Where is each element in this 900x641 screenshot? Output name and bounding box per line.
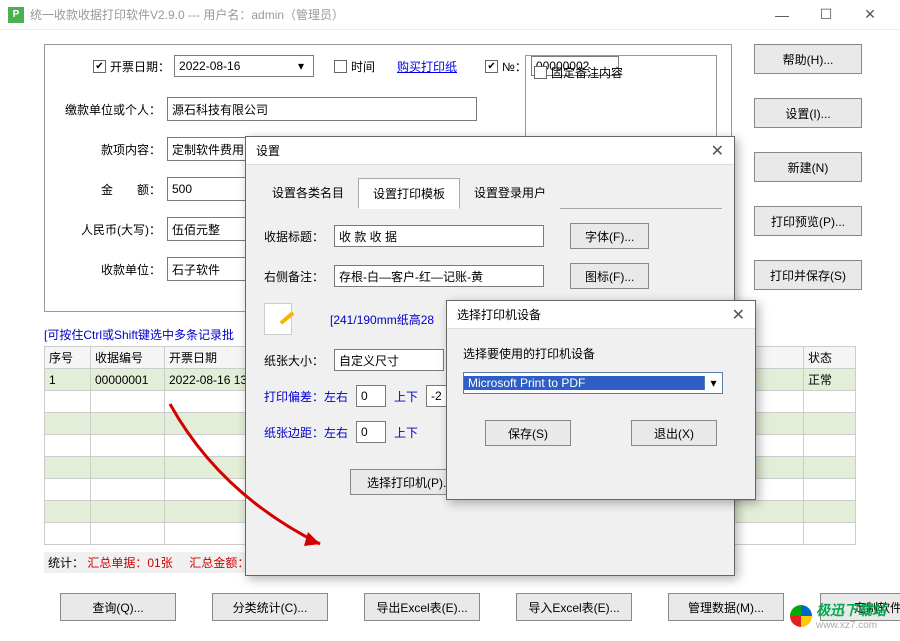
printer-close-button[interactable]: ✕ [732, 305, 745, 325]
time-checkbox[interactable] [334, 60, 347, 73]
col-status[interactable]: 状态 [804, 347, 856, 369]
col-rid[interactable]: 收据编号 [91, 347, 165, 369]
print-save-button[interactable]: 打印并保存(S) [754, 260, 862, 290]
invoice-date-checkbox[interactable]: ✔ [93, 60, 106, 73]
collector-label: 收款单位： [61, 261, 161, 278]
settings-button[interactable]: 设置(I)... [754, 98, 862, 128]
offset-lr-input[interactable]: 0 [356, 385, 386, 407]
side-panel: 帮助(H)... 设置(I)... 新建(N) 打印预览(P)... 打印并保存… [754, 44, 884, 314]
stats-label: 统计： [48, 556, 84, 570]
category-stats-button[interactable]: 分类统计(C)... [212, 593, 328, 621]
app-icon: P [8, 7, 24, 23]
item-value: 定制软件费用 [172, 141, 244, 158]
help-button[interactable]: 帮助(H)... [754, 44, 862, 74]
new-button[interactable]: 新建(N) [754, 152, 862, 182]
import-excel-button[interactable]: 导入Excel表(E)... [516, 593, 632, 621]
payer-value: 源石科技有限公司 [172, 101, 268, 118]
payer-input[interactable]: 源石科技有限公司 [167, 97, 477, 121]
tab-login-user[interactable]: 设置登录用户 [460, 178, 560, 209]
time-label: 时间 [351, 58, 375, 75]
invoice-date-label: 开票日期： [110, 58, 170, 75]
cell-rid: 00000001 [91, 369, 165, 391]
rmb-value: 伍佰元整 [172, 221, 220, 238]
settings-dialog-title: 设置 [256, 142, 280, 159]
amount-input[interactable]: 500 [167, 177, 247, 201]
printer-label: 选择要使用的打印机设备 [463, 345, 739, 362]
buy-paper-link[interactable]: 购买打印纸 [397, 58, 457, 75]
note-icon [264, 303, 292, 335]
cell-status: 正常 [804, 369, 856, 391]
amount-value: 500 [172, 182, 192, 196]
margin-lr-input[interactable]: 0 [356, 421, 386, 443]
watermark-url: www.xz7.com [816, 620, 886, 631]
paper-size-label: 纸张大小： [264, 352, 326, 369]
date-dropdown-icon[interactable]: ▾ [293, 59, 309, 73]
right-note-value: 存根-白—客户-红—记账-黄 [339, 268, 483, 285]
rmb-input[interactable]: 伍佰元整 [167, 217, 257, 241]
query-button[interactable]: 查询(Q)... [60, 593, 176, 621]
printer-save-button[interactable]: 保存(S) [485, 420, 571, 446]
combo-dropdown-icon[interactable]: ▾ [704, 376, 722, 390]
export-excel-button[interactable]: 导出Excel表(E)... [364, 593, 480, 621]
invoice-date-input[interactable]: 2022-08-16 ▾ [174, 55, 314, 77]
offset-ud-value: -2 [431, 389, 442, 403]
multi-select-hint: [可按住Ctrl或Shift键选中多条记录批 [44, 326, 234, 343]
print-preview-button[interactable]: 打印预览(P)... [754, 206, 862, 236]
printer-combobox[interactable]: Microsoft Print to PDF ▾ [463, 372, 723, 394]
right-note-input[interactable]: 存根-白—客户-红—记账-黄 [334, 265, 544, 287]
printer-exit-button[interactable]: 退出(X) [631, 420, 717, 446]
receipt-title-input[interactable]: 收 款 收 据 [334, 225, 544, 247]
settings-close-button[interactable]: ✕ [711, 141, 724, 161]
watermark: 极迅下载站 www.xz7.com [790, 600, 886, 631]
rmb-label: 人民币(大写)： [61, 221, 161, 238]
no-checkbox[interactable]: ✔ [485, 60, 498, 73]
no-label: №： [502, 58, 527, 75]
watermark-icon [790, 605, 812, 627]
watermark-text: 极迅下载站 [816, 600, 886, 620]
item-input[interactable]: 定制软件费用 [167, 137, 257, 161]
tab-print-template[interactable]: 设置打印模板 [358, 178, 460, 209]
stats-count: 汇总单据：01张 [87, 556, 172, 570]
icon-button[interactable]: 图标(F)... [570, 263, 649, 289]
paper-size-value: 自定义尺寸 [339, 352, 399, 369]
col-seq[interactable]: 序号 [45, 347, 91, 369]
maximize-button[interactable]: ☐ [804, 1, 848, 29]
cell-seq: 1 [45, 369, 91, 391]
manage-data-button[interactable]: 管理数据(M)... [668, 593, 784, 621]
offset-label: 打印偏差：左右 [264, 388, 348, 405]
margin-label: 纸张边距：左右 [264, 424, 348, 441]
fixed-note-checkbox[interactable] [534, 66, 547, 79]
offset-ud-label: 上下 [394, 388, 418, 405]
right-note-label: 右侧备注： [264, 268, 326, 285]
amount-label: 金 额： [61, 181, 161, 198]
collector-value: 石子软件 [172, 261, 220, 278]
paper-size-select[interactable]: 自定义尺寸 [334, 349, 444, 371]
printer-selected: Microsoft Print to PDF [464, 376, 704, 390]
item-label: 款项内容： [61, 141, 161, 158]
close-button[interactable]: ✕ [848, 1, 892, 29]
invoice-date-value: 2022-08-16 [179, 59, 240, 73]
titlebar: P 统一收款收据打印软件V2.9.0 --- 用户名：admin（管理员） — … [0, 0, 900, 30]
margin-lr-value: 0 [361, 425, 368, 439]
payer-label: 缴款单位或个人： [61, 101, 161, 118]
tab-categories[interactable]: 设置各类名目 [258, 178, 358, 209]
bottom-toolbar: 查询(Q)... 分类统计(C)... 导出Excel表(E)... 导入Exc… [60, 593, 900, 621]
minimize-button[interactable]: — [760, 1, 804, 29]
collector-input[interactable]: 石子软件 [167, 257, 257, 281]
receipt-title-value: 收 款 收 据 [339, 228, 397, 245]
paper-info: [241/190mm纸高28 [330, 311, 434, 328]
printer-dialog: 选择打印机设备 ✕ 选择要使用的打印机设备 Microsoft Print to… [446, 300, 756, 500]
margin-ud-label: 上下 [394, 424, 418, 441]
font-button[interactable]: 字体(F)... [570, 223, 649, 249]
offset-lr-value: 0 [361, 389, 368, 403]
window-title: 统一收款收据打印软件V2.9.0 --- 用户名：admin（管理员） [30, 6, 760, 23]
receipt-title-label: 收据标题： [264, 228, 326, 245]
printer-dialog-title: 选择打印机设备 [457, 306, 541, 323]
fixed-note-label: 固定备注内容 [551, 64, 623, 81]
